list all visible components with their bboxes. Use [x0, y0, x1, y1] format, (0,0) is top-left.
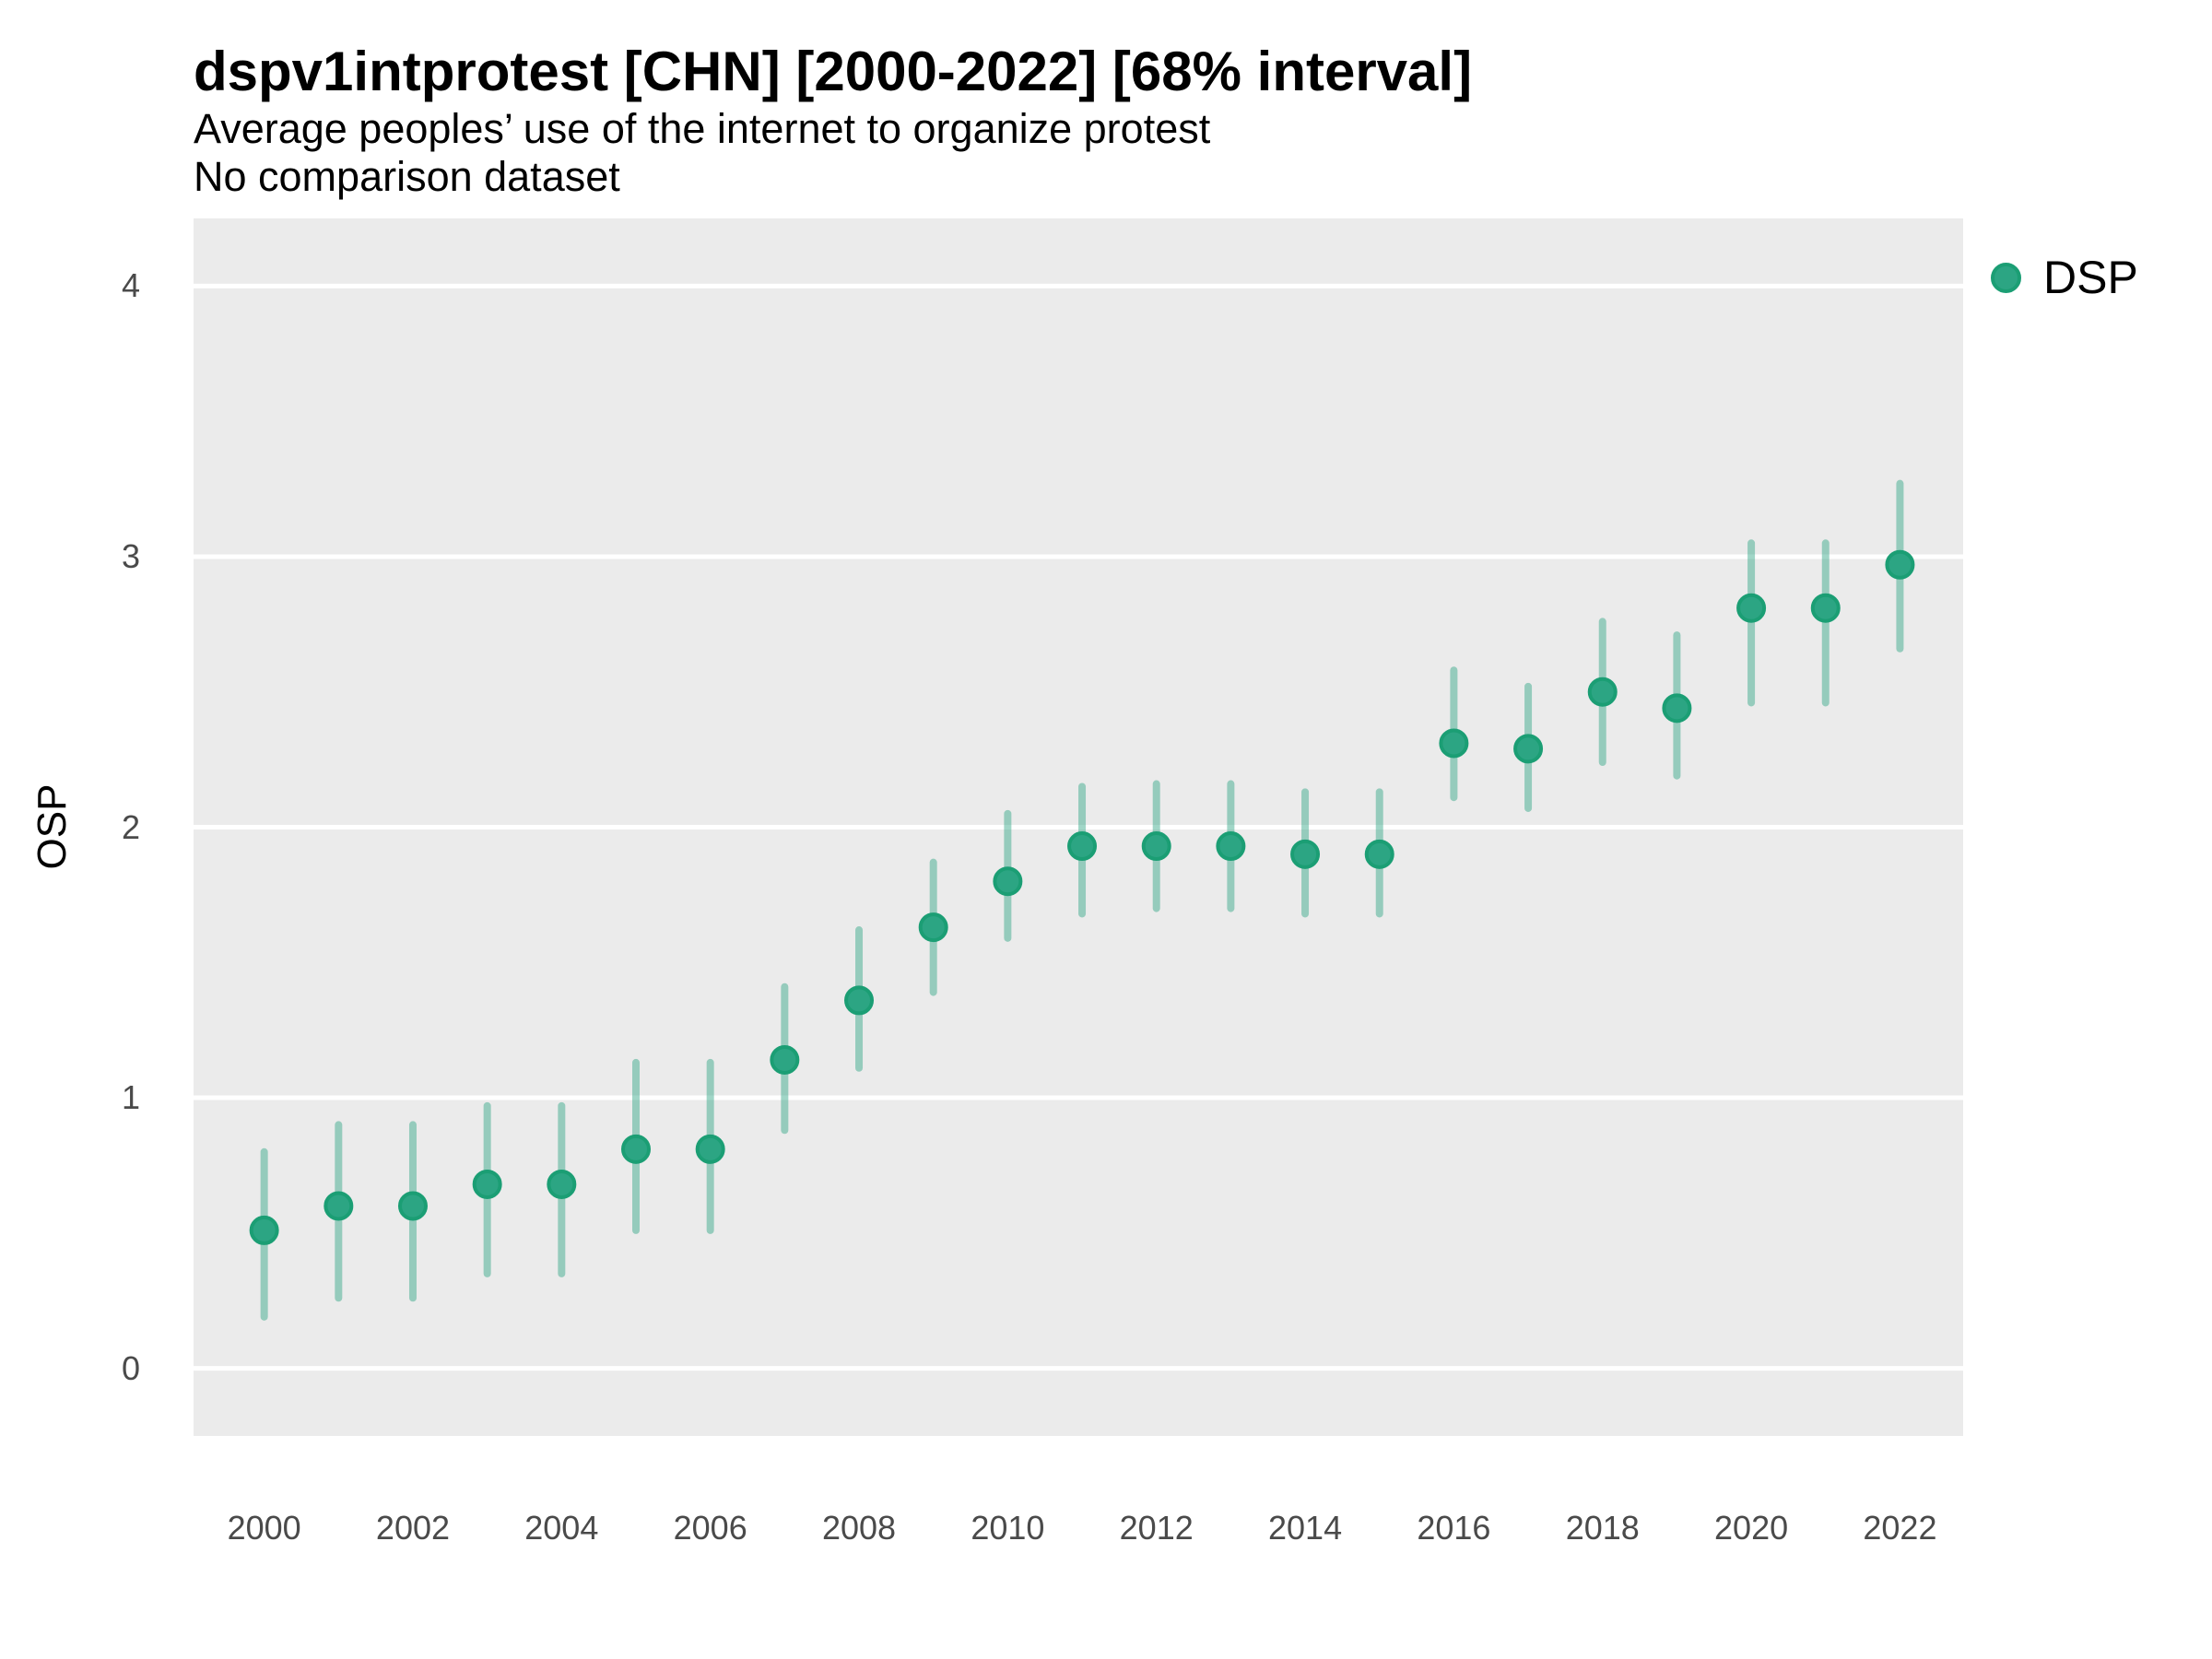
data-point-2001: [324, 1191, 354, 1221]
data-point-2005: [621, 1134, 651, 1164]
data-point-2009: [918, 912, 948, 943]
data-point-2020: [1736, 593, 1767, 623]
data-point-2010: [993, 866, 1023, 897]
data-point-2014: [1290, 839, 1321, 869]
data-point-2017: [1513, 734, 1544, 764]
x-tick-label-2000: 2000: [227, 1509, 301, 1547]
legend-point-swatch: [1991, 262, 2021, 293]
data-point-2015: [1364, 839, 1394, 869]
y-tick-label-4: 4: [121, 266, 140, 305]
data-point-2016: [1439, 728, 1469, 759]
data-point-2004: [547, 1169, 577, 1199]
x-tick-label-2014: 2014: [1268, 1509, 1343, 1547]
data-point-2008: [844, 985, 875, 1016]
chart-note: No comparison dataset: [194, 153, 620, 200]
chart-subtitle: Average peoples’ use of the internet to …: [194, 105, 1211, 152]
x-tick-label-2006: 2006: [673, 1509, 747, 1547]
x-tick-label-2016: 2016: [1417, 1509, 1491, 1547]
data-point-2022: [1885, 549, 1915, 580]
data-point-2002: [397, 1191, 428, 1221]
y-tick-label-1: 1: [121, 1078, 140, 1117]
y-tick-label-0: 0: [121, 1348, 140, 1387]
x-tick-label-2020: 2020: [1714, 1509, 1789, 1547]
data-point-2019: [1662, 693, 1692, 724]
y-tick-label-3: 3: [121, 536, 140, 575]
x-tick-label-2002: 2002: [375, 1509, 451, 1547]
data-point-2007: [770, 1044, 800, 1075]
legend-label: DSP: [2043, 252, 2138, 303]
x-tick-label-2022: 2022: [1863, 1509, 1937, 1547]
x-tick-label-2018: 2018: [1565, 1509, 1640, 1547]
x-tick-label-2008: 2008: [821, 1509, 897, 1547]
y-tick-label-2: 2: [121, 807, 140, 846]
data-point-2000: [249, 1215, 279, 1245]
y-axis-title: OSP: [29, 783, 75, 870]
legend: DSP: [1991, 251, 2138, 304]
data-point-2012: [1141, 831, 1171, 862]
data-point-2003: [472, 1169, 502, 1199]
data-point-2011: [1067, 831, 1098, 862]
x-tick-label-2004: 2004: [524, 1509, 599, 1547]
x-tick-label-2010: 2010: [971, 1509, 1045, 1547]
x-tick-label-2012: 2012: [1119, 1509, 1194, 1547]
data-point-2021: [1810, 593, 1841, 623]
chart-title: dspv1intprotest [CHN] [2000-2022] [68% i…: [194, 41, 1473, 102]
data-point-2006: [695, 1134, 725, 1164]
data-point-2013: [1216, 831, 1246, 862]
data-point-2018: [1587, 677, 1618, 707]
